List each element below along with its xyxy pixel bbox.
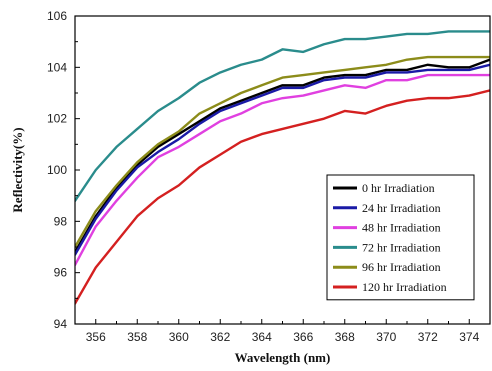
legend-label-0: 0 hr Irradiation bbox=[362, 181, 435, 195]
y-tick-label: 98 bbox=[54, 214, 68, 228]
x-axis-title: Wavelength (nm) bbox=[235, 350, 331, 365]
series-line-5 bbox=[75, 89, 490, 305]
ticks-layer: 356 358 360 362 364 366 368 370 372 374 94 96 98 100 1… bbox=[47, 9, 491, 344]
legend-box bbox=[326, 174, 475, 301]
y-tick-label: 96 bbox=[54, 266, 68, 280]
x-tick-label: 370 bbox=[376, 330, 396, 344]
x-tick-label: 368 bbox=[335, 330, 355, 344]
x-tick-label: 358 bbox=[127, 330, 147, 344]
x-tick-label: 366 bbox=[293, 330, 313, 344]
series-layer bbox=[75, 30, 490, 305]
legend-label-1: 24 hr Irradiation bbox=[362, 201, 441, 215]
x-tick-label: 374 bbox=[459, 330, 479, 344]
legend: 0 hr Irradiation 24 hr Irradiation 48 hr I… bbox=[326, 174, 475, 301]
y-tick-label: 102 bbox=[47, 112, 67, 126]
series-line-3 bbox=[75, 30, 490, 203]
legend-label-5: 120 hr Irradiation bbox=[362, 280, 447, 294]
legend-label-3: 72 hr Irradiation bbox=[362, 240, 441, 254]
y-tick-label: 106 bbox=[47, 9, 67, 23]
y-tick-label: 94 bbox=[54, 317, 68, 331]
series-line-4 bbox=[75, 55, 490, 249]
x-tick-label: 356 bbox=[86, 330, 106, 344]
series-line-1 bbox=[75, 63, 490, 256]
x-tick-label: 360 bbox=[169, 330, 189, 344]
y-axis-title: Reflectivity(%) bbox=[10, 127, 25, 212]
legend-label-2: 48 hr Irradiation bbox=[362, 221, 441, 235]
y-tick-label: 100 bbox=[47, 163, 67, 177]
x-tick-label: 364 bbox=[252, 330, 272, 344]
legend-label-4: 96 hr Irradiation bbox=[362, 260, 441, 274]
x-tick-label: 372 bbox=[418, 330, 438, 344]
x-tick-label: 362 bbox=[210, 330, 230, 344]
y-tick-label: 104 bbox=[47, 60, 67, 74]
series-line-0 bbox=[75, 58, 490, 254]
series-line-2 bbox=[75, 73, 490, 267]
